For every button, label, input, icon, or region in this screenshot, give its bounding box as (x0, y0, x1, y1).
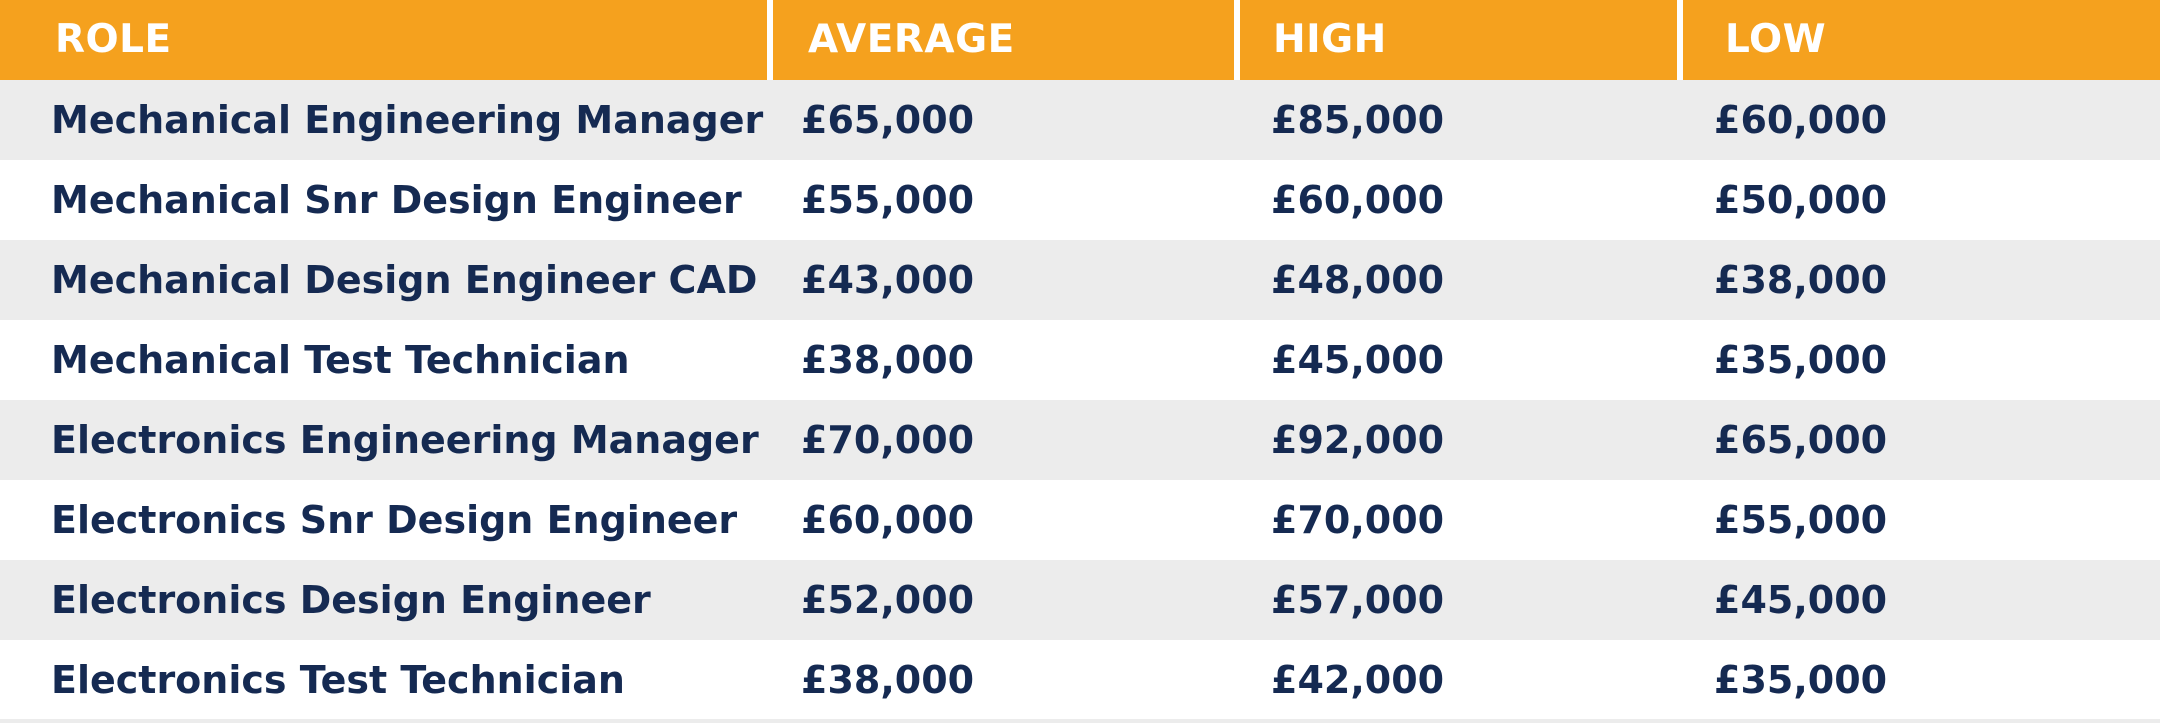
header-average: AVERAGE (808, 17, 1015, 62)
low-cell: £65,000 (1714, 418, 1888, 462)
table-header: ROLE AVERAGE HIGH LOW (0, 0, 2160, 80)
table-row: Mechanical Test Technician £38,000 £45,0… (0, 320, 2160, 400)
table-row: Electronics Snr Design Engineer £60,000 … (0, 480, 2160, 560)
low-cell: £55,000 (1714, 498, 1888, 542)
header-divider (1677, 0, 1683, 80)
header-divider (767, 0, 773, 80)
role-cell: Mechanical Engineering Manager (51, 98, 764, 142)
high-cell: £45,000 (1271, 338, 1445, 382)
table-row: Mechanical Engineering Manager £65,000 £… (0, 80, 2160, 160)
average-cell: £43,000 (801, 258, 975, 302)
high-cell: £85,000 (1271, 98, 1445, 142)
high-cell: £57,000 (1271, 578, 1445, 622)
average-cell: £52,000 (801, 578, 975, 622)
average-cell: £38,000 (801, 658, 975, 702)
low-cell: £60,000 (1714, 98, 1888, 142)
role-cell: Electronics Engineering Manager (51, 418, 759, 462)
average-cell: £65,000 (801, 98, 975, 142)
low-cell: £50,000 (1714, 178, 1888, 222)
role-cell: Mechanical Test Technician (51, 338, 630, 382)
high-cell: £42,000 (1271, 658, 1445, 702)
low-cell: £35,000 (1714, 338, 1888, 382)
table-row: Electronics Test Technician £38,000 £42,… (0, 640, 2160, 720)
high-cell: £48,000 (1271, 258, 1445, 302)
table-bottom-border (0, 719, 2160, 723)
table-row: Mechanical Design Engineer CAD £43,000 £… (0, 240, 2160, 320)
role-cell: Mechanical Snr Design Engineer (51, 178, 742, 222)
table-row: Electronics Engineering Manager £70,000 … (0, 400, 2160, 480)
high-cell: £92,000 (1271, 418, 1445, 462)
header-role: ROLE (55, 17, 172, 62)
low-cell: £45,000 (1714, 578, 1888, 622)
table-row: Electronics Design Engineer £52,000 £57,… (0, 560, 2160, 640)
header-low: LOW (1725, 17, 1827, 62)
average-cell: £70,000 (801, 418, 975, 462)
role-cell: Mechanical Design Engineer CAD (51, 258, 758, 302)
header-divider (1234, 0, 1240, 80)
low-cell: £38,000 (1714, 258, 1888, 302)
header-high: HIGH (1273, 17, 1387, 62)
average-cell: £38,000 (801, 338, 975, 382)
table-row: Mechanical Snr Design Engineer £55,000 £… (0, 160, 2160, 240)
low-cell: £35,000 (1714, 658, 1888, 702)
average-cell: £55,000 (801, 178, 975, 222)
role-cell: Electronics Test Technician (51, 658, 625, 702)
high-cell: £60,000 (1271, 178, 1445, 222)
role-cell: Electronics Design Engineer (51, 578, 651, 622)
average-cell: £60,000 (801, 498, 975, 542)
high-cell: £70,000 (1271, 498, 1445, 542)
role-cell: Electronics Snr Design Engineer (51, 498, 738, 542)
